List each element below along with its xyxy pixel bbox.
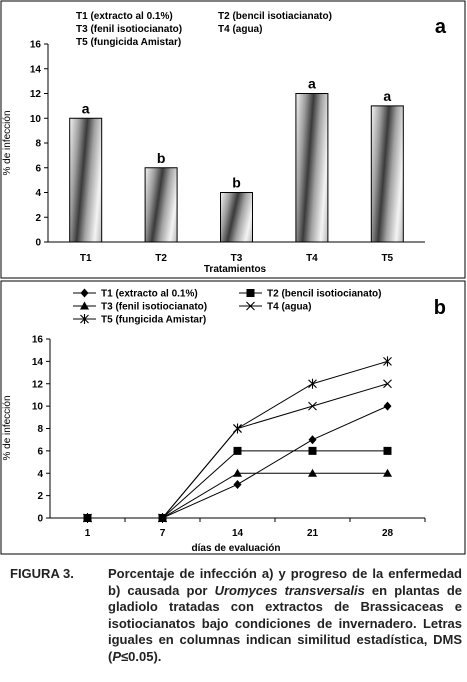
y-tick-label-a: 2 — [35, 213, 41, 224]
x-tick-label-T3: T3 — [231, 253, 243, 264]
series-5-point — [233, 423, 242, 434]
x-axis-label-b: días de evaluación — [192, 543, 281, 554]
series-4-point — [383, 379, 392, 389]
legend-b-marker — [80, 288, 89, 298]
series-3-point — [308, 468, 317, 477]
bar-letter-T3: b — [232, 175, 241, 191]
caption-text-1: Porcentaje de infección a) y progreso de… — [108, 566, 462, 598]
x-tick-label-b: 28 — [382, 528, 394, 539]
y-tick-label-b: 2 — [37, 491, 43, 502]
series-5-point — [308, 378, 317, 389]
legend-b-marker — [80, 301, 89, 310]
y-tick-label-a: 16 — [30, 40, 42, 51]
bar-letter-T1: a — [82, 100, 90, 116]
series-2-point — [383, 446, 392, 455]
x-tick-label-b: 14 — [232, 528, 244, 539]
y-tick-label-a: 4 — [35, 188, 41, 199]
y-tick-label-b: 8 — [37, 424, 43, 435]
legend-a-item-3: T3 (fenil isotiocianato) — [76, 24, 182, 35]
y-tick-label-a: 10 — [30, 114, 42, 125]
bar-T3 — [220, 192, 253, 243]
y-tick-label-b: 0 — [37, 514, 43, 525]
y-tick-label-a: 12 — [30, 89, 42, 100]
legend-b-item-4: T4 (agua) — [267, 302, 311, 313]
y-tick-label-b: 12 — [32, 379, 44, 390]
x-tick-label-T5: T5 — [381, 253, 393, 264]
legend-b-item-1: T1 (extracto al 0.1%) — [101, 289, 198, 300]
y-tick-label-a: 8 — [35, 139, 41, 150]
series-5-point — [83, 513, 92, 523]
bar-letter-T5: a — [383, 88, 391, 104]
series-5-point — [158, 513, 167, 523]
y-tick-label-a: 6 — [35, 163, 41, 174]
x-tick-label-b: 1 — [85, 528, 91, 539]
y-tick-label-b: 6 — [37, 446, 43, 457]
legend-b-item-3: T3 (fenil isotiocianato) — [101, 302, 207, 313]
x-tick-label-T1: T1 — [80, 253, 92, 264]
x-tick-label-T4: T4 — [306, 253, 318, 264]
panel-a-letter: a — [435, 16, 447, 38]
legend-a-item-4: T4 (agua) — [218, 24, 262, 35]
series-4-point — [308, 401, 317, 411]
series-3-point — [233, 468, 242, 477]
series-2-point — [233, 446, 242, 455]
bar-T1 — [69, 117, 103, 243]
y-tick-label-b: 14 — [32, 357, 44, 368]
panel-b-letter: b — [434, 297, 446, 319]
x-axis-label-a: Tratamientos — [204, 264, 267, 275]
legend-b: T1 (extracto al 0.1%) T2 (bencil isotioci… — [73, 288, 381, 326]
plot-b: 0 2 4 6 8 10 12 14 16 1 7 14 21 28 — [32, 335, 426, 539]
x-tick-label-b: 7 — [160, 528, 166, 539]
plot-a: 0 2 4 6 8 10 12 14 16 a T1 b T2 b T3 a T4 a T5 — [30, 40, 425, 264]
caption-text-2: en plantas de gladiolo tratadas con extr… — [108, 582, 462, 664]
panel-a: a T1 (extracto al 0.1%) T2 (bencil isoti… — [0, 0, 466, 279]
x-tick-label-b: 21 — [307, 528, 319, 539]
bar-T4 — [295, 93, 329, 243]
series-2-point — [308, 446, 317, 455]
bar-letter-T2: b — [157, 150, 166, 166]
bar-T2 — [144, 167, 178, 243]
y-tick-label-b: 16 — [32, 335, 44, 346]
caption-p-symbol: P — [112, 648, 122, 664]
x-tick-label-T2: T2 — [155, 253, 167, 264]
series-1-point — [308, 435, 317, 445]
series-3-point — [383, 468, 392, 477]
bar-T5 — [370, 105, 404, 243]
y-tick-label-b: 10 — [32, 402, 44, 413]
bar-letter-T4: a — [308, 76, 316, 92]
series-1-point — [383, 401, 392, 411]
y-tick-label-b: 4 — [37, 469, 43, 480]
caption-text: Porcentaje de infección a) y progreso de… — [108, 566, 462, 666]
y-axis-label-b: % de infección — [2, 395, 13, 460]
series-5-point — [383, 356, 392, 367]
y-axis-label-a: % de infección — [2, 110, 13, 175]
caption-text-3: ≤0.05). — [121, 648, 162, 664]
caption-species: Uromyces transversalis — [214, 582, 365, 598]
legend-b-marker — [246, 289, 255, 297]
legend-a: T1 (extracto al 0.1%) T2 (bencil isotiac… — [76, 11, 332, 48]
legend-a-item-2: T2 (bencil isotiacianato) — [218, 11, 332, 22]
legend-b-marker — [246, 301, 255, 311]
panel-b: b T1 (extracto al 0.1%) T2 (bencil isotio… — [0, 280, 466, 555]
y-tick-label-a: 0 — [35, 238, 41, 249]
y-tick-label-a: 14 — [30, 64, 42, 75]
legend-b-marker — [80, 314, 89, 324]
series-1-point — [233, 479, 242, 489]
legend-a-item-1: T1 (extracto al 0.1%) — [76, 11, 173, 22]
legend-b-item-2: T2 (bencil isotiocianato) — [267, 289, 381, 300]
figure-caption: FIGURA 3. Porcentaje de infección a) y p… — [10, 566, 462, 666]
legend-a-item-5: T5 (fungicida Amistar) — [76, 37, 181, 48]
legend-b-item-5: T5 (fungicida Amistar) — [101, 315, 206, 326]
figure: a T1 (extracto al 0.1%) T2 (bencil isoti… — [0, 0, 466, 555]
caption-label: FIGURA 3. — [10, 566, 74, 581]
panel-b-border — [0, 280, 466, 555]
